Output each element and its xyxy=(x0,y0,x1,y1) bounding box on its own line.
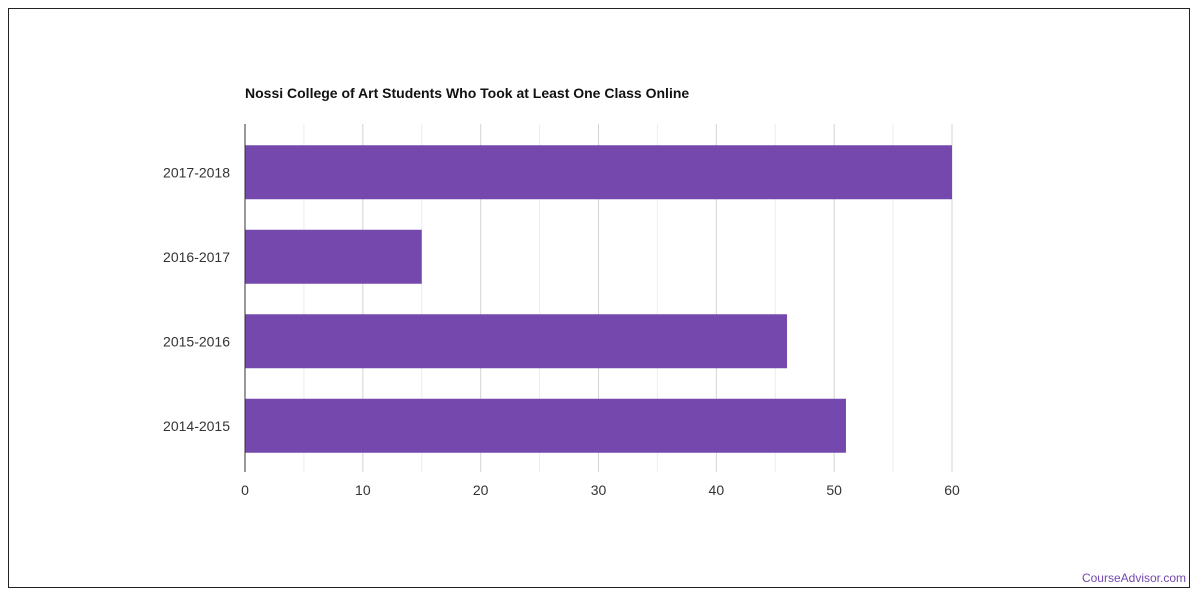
x-tick-label: 60 xyxy=(944,482,960,498)
bar-2016-2017 xyxy=(245,229,422,284)
chart-title: Nossi College of Art Students Who Took a… xyxy=(245,85,690,101)
x-tick-label: 20 xyxy=(473,482,489,498)
x-tick-label: 30 xyxy=(591,482,607,498)
y-category-label: 2016-2017 xyxy=(163,249,230,265)
x-tick-label: 10 xyxy=(355,482,371,498)
source-watermark[interactable]: CourseAdvisor.com xyxy=(1081,571,1186,585)
y-category-label: 2014-2015 xyxy=(163,418,230,434)
bar-2015-2016 xyxy=(245,314,788,369)
x-tick-label: 0 xyxy=(241,482,249,498)
bar-2014-2015 xyxy=(245,398,846,453)
y-category-label: 2015-2016 xyxy=(163,333,230,349)
x-tick-label: 50 xyxy=(826,482,842,498)
y-category-label: 2017-2018 xyxy=(163,164,230,180)
bar-2017-2018 xyxy=(245,145,952,200)
x-tick-label: 40 xyxy=(709,482,725,498)
